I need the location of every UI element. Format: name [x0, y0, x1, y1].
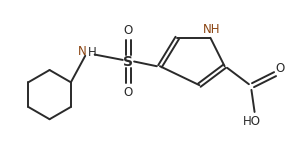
Text: S: S [123, 54, 133, 69]
Text: N: N [78, 45, 86, 58]
Text: O: O [124, 24, 133, 37]
Text: NH: NH [203, 22, 221, 36]
Text: H: H [88, 46, 97, 59]
Text: O: O [124, 86, 133, 99]
Text: O: O [275, 62, 284, 75]
Text: HO: HO [242, 115, 260, 128]
